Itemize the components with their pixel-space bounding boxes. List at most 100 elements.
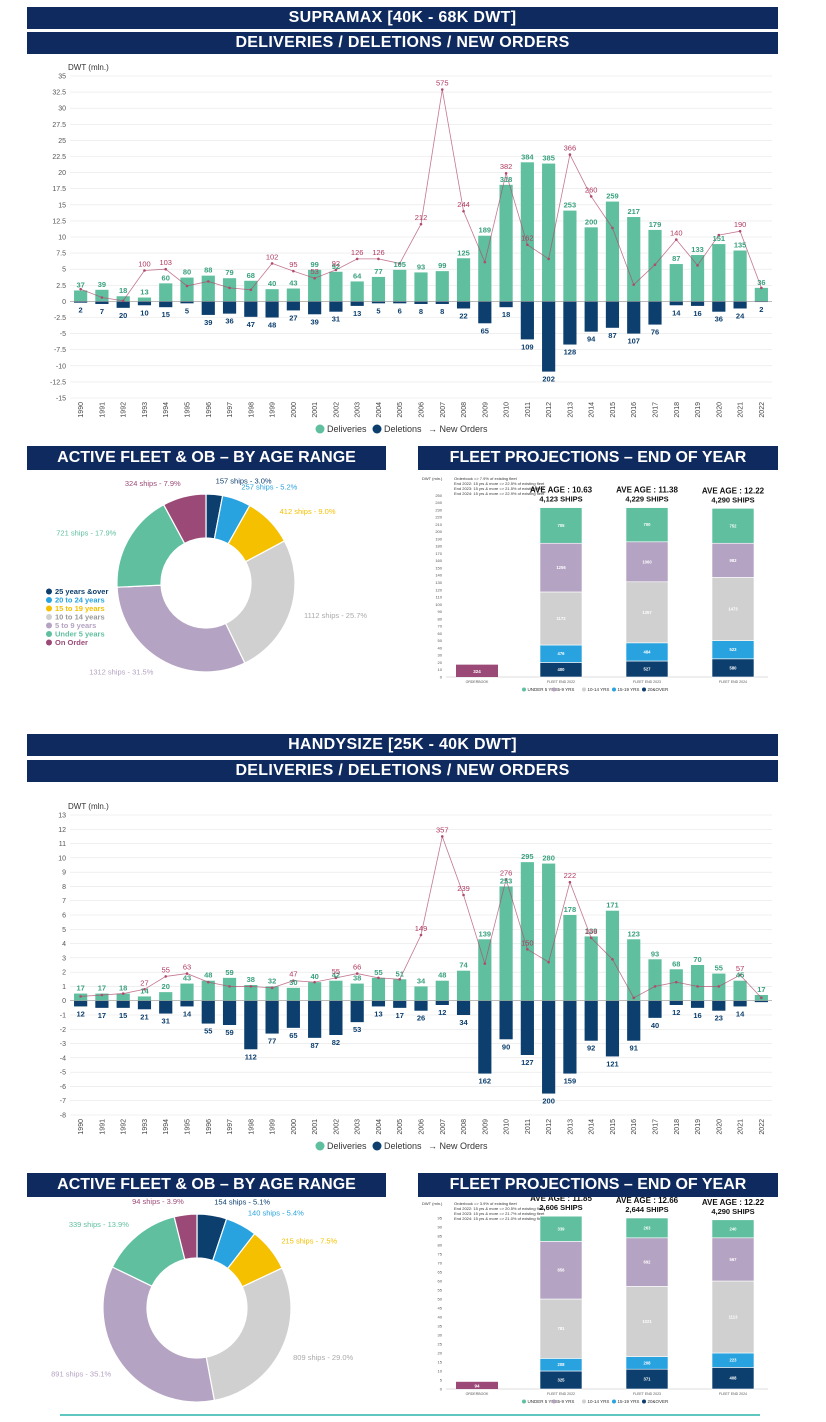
- deletion-label: 109: [521, 342, 534, 351]
- deletion-bar: [563, 301, 577, 345]
- legend-new-orders: → New Orders: [428, 1141, 488, 1151]
- projection-legend-label: UNDER 5 YRS: [528, 687, 558, 692]
- footer-divider: [60, 1414, 760, 1416]
- projection-y-tick: 50: [438, 638, 443, 643]
- deletion-bar: [478, 301, 492, 324]
- x-tick-label: 1998: [248, 1119, 255, 1135]
- new-orders-point: [717, 233, 721, 237]
- delivery-bar: [265, 986, 279, 1001]
- deletion-bar: [712, 301, 726, 312]
- x-tick-label: 1997: [227, 1119, 234, 1135]
- delivery-bar: [350, 281, 364, 302]
- delivery-bar: [690, 965, 705, 1001]
- x-tick-label: 2021: [738, 402, 745, 418]
- supramax-age-donut: 157 ships - 3.0%257 ships - 5.2% 412 ship…: [46, 476, 367, 677]
- y-tick-label: 10: [58, 235, 66, 242]
- deletion-bar: [584, 301, 598, 332]
- delivery-bar: [435, 980, 449, 1001]
- delivery-label: 125: [457, 248, 470, 257]
- delivery-label: 13: [140, 288, 148, 297]
- delivery-bar: [520, 862, 534, 1001]
- projection-y-tick: 210: [435, 522, 442, 527]
- new-orders-point: [121, 992, 125, 995]
- y-tick-label: 10: [58, 855, 66, 862]
- x-tick-label: 2014: [589, 402, 596, 418]
- projection-segment-label: 1113: [729, 1315, 739, 1320]
- projection-segment-label: 339: [558, 1226, 566, 1231]
- delivery-bar: [456, 258, 471, 302]
- projection-ave-age: AVE AGE : 12.66: [616, 1197, 679, 1205]
- projection-legend-swatch: [582, 687, 586, 692]
- projection-segment-label: 1357: [642, 610, 652, 615]
- delivery-label: 43: [289, 279, 297, 288]
- projection-segment: [625, 1237, 669, 1287]
- delivery-bar: [393, 979, 407, 1001]
- delivery-bar: [499, 184, 513, 302]
- delivery-label: 17: [98, 984, 106, 993]
- delivery-bar: [478, 235, 492, 302]
- x-tick-label: 2004: [376, 402, 383, 418]
- y-tick-label: 9: [62, 870, 66, 877]
- delivery-label: 18: [119, 286, 127, 295]
- section-subtitle-handysize: DELIVERIES / DELETIONS / NEW ORDERS: [27, 760, 778, 782]
- x-tick-label: 1998: [248, 402, 255, 418]
- deletion-label: 87: [608, 331, 616, 340]
- delivery-label: 42: [332, 971, 340, 980]
- handysize-deliveries-chart: DWT (mln.)131211109876543210-1-2-3-4-5-6…: [58, 802, 772, 1151]
- deletion-bar: [159, 301, 173, 308]
- new-orders-point: [228, 286, 231, 290]
- x-tick-label: 1994: [163, 1119, 170, 1135]
- projection-bar-name: FLEET END 2022: [547, 1392, 575, 1396]
- x-tick-label: 2020: [716, 402, 723, 418]
- new-orders-point: [292, 269, 295, 273]
- deletion-label: 65: [481, 326, 489, 335]
- delivery-label: 178: [564, 905, 577, 914]
- delivery-label: 93: [417, 262, 425, 271]
- new-orders-point: [185, 284, 189, 288]
- delivery-bar: [329, 271, 343, 302]
- new-orders-point: [100, 993, 104, 997]
- donut-slice-label: 140 ships - 5.4%: [248, 1209, 304, 1218]
- deletion-label: 12: [76, 1009, 84, 1018]
- deletion-label: 2: [79, 306, 83, 315]
- projection-segment: [711, 577, 755, 641]
- deletion-bar: [733, 1000, 747, 1007]
- deletion-bar: [286, 301, 300, 311]
- deletion-bar: [520, 301, 534, 340]
- projection-legend-label: 5-9 YRS: [558, 1399, 575, 1404]
- deletion-label: 92: [587, 1044, 595, 1053]
- projection-segment-label: 1021: [642, 1319, 652, 1324]
- projection-segment-label: 580: [730, 665, 738, 670]
- deletion-label: 65: [289, 1031, 297, 1040]
- new-orders-point: [611, 226, 614, 230]
- projection-ave-age: AVE AGE : 11.38: [616, 486, 678, 495]
- donut-slice-label: 324 ships - 7.9%: [125, 479, 181, 488]
- x-tick-label: 2002: [333, 1119, 340, 1135]
- projection-segment: [539, 542, 583, 593]
- delivery-label: 18: [119, 984, 127, 993]
- new-orders-label: 260: [585, 185, 598, 194]
- y-tick-label: -4: [60, 1055, 66, 1062]
- new-orders-label: 190: [734, 220, 747, 229]
- deletion-label: 162: [479, 1077, 492, 1086]
- delivery-label: 384: [521, 152, 534, 161]
- new-orders-point: [760, 996, 763, 1000]
- y-tick-label: 27.5: [52, 122, 66, 129]
- projection-legend-swatch: [552, 1399, 556, 1404]
- projection-y-tick: 180: [435, 544, 442, 549]
- y-tick-label: 2: [62, 970, 66, 977]
- y-tick-label: 5: [62, 267, 66, 274]
- new-orders-point: [526, 947, 529, 951]
- new-orders-point: [653, 263, 657, 266]
- projection-y-tick: 40: [438, 1315, 443, 1320]
- deletion-label: 31: [162, 1017, 170, 1026]
- projection-legend-swatch: [612, 687, 616, 692]
- delivery-label: 38: [247, 975, 255, 984]
- projection-y-tick: 10: [438, 667, 443, 672]
- x-tick-label: 2011: [525, 402, 532, 417]
- projection-segment-label: 523: [730, 647, 738, 652]
- deletion-bar: [159, 1000, 173, 1014]
- y-tick-label: 3: [62, 955, 66, 962]
- legend-label: 20 to 24 years: [55, 596, 105, 605]
